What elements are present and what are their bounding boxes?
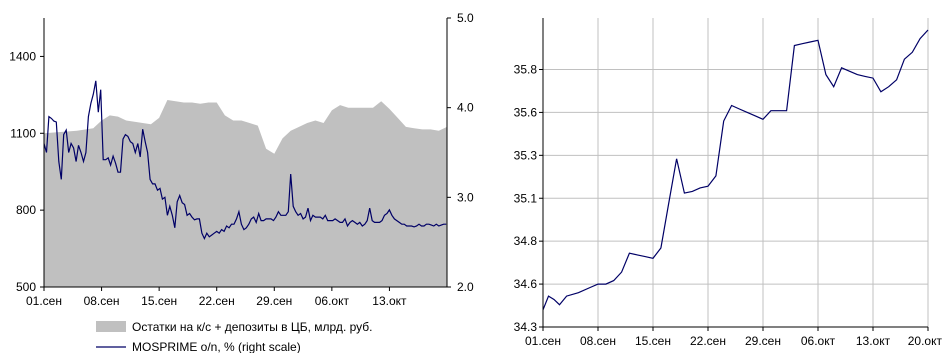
right-chart-y-tick-label: 35.8 [514,63,538,77]
x-tick-label: 29.сен [256,294,292,308]
right-y-tick-label: 5.0 [457,11,474,25]
x-tick-label: 15.сен [141,294,177,308]
right-chart-x-tick-label: 01.сен [525,334,561,348]
right-y-tick-label: 3.0 [457,190,474,204]
left-y-tick-label: 1400 [9,49,36,63]
left-y-tick-label: 800 [16,203,36,217]
right-chart: 34.3 34.6 34.8 35.1 35.3 35.6 35.8 01.сен 08.сен… [514,18,943,349]
mosprime-line-series [43,80,447,241]
left-y-tick-label: 500 [16,280,36,294]
right-y-tick-label: 2.0 [457,280,474,294]
right-chart-x-tick-label: 06.окт [801,334,836,348]
legend-line-label: MOSPRIME o/n, % (right scale) [132,340,301,353]
right-chart-y-tick-label: 35.6 [514,105,538,119]
right-chart-y-tick-label: 34.8 [514,234,538,248]
right-chart-y-tick-label: 35.1 [514,191,538,205]
reserves-area-series [44,100,447,287]
right-chart-x-tick-label: 29.сен [745,334,781,348]
right-chart-y-tick-label: 35.3 [514,148,538,162]
right-line-series [542,29,929,311]
left-chart-axes [40,17,451,291]
legend: Остатки на к/с + депозиты в ЦБ, млрд. ру… [96,320,373,353]
right-chart-x-tick-label: 22.сен [690,334,726,348]
right-chart-tick-labels: 34.3 34.6 34.8 35.1 35.3 35.6 35.8 01.сен 08.сен… [514,63,943,349]
mosprime-line [43,80,447,241]
right-chart-y-tick-label: 34.3 [514,320,538,334]
x-tick-label: 01.сен [26,294,62,308]
right-chart-y-tick-label: 34.6 [514,277,538,291]
reserves-area [44,100,447,287]
legend-area-label: Остатки на к/с + депозиты в ЦБ, млрд. ру… [132,320,373,334]
right-y-tick-label: 4.0 [457,101,474,115]
left-chart: 500 800 1100 1400 2.0 3.0 4.0 5.0 01.сен 08.сен 15… [9,11,474,353]
right-chart-grid [542,18,929,328]
legend-area-swatch [96,321,126,332]
right-chart-x-tick-label: 13.окт [856,334,891,348]
x-tick-label: 08.сен [84,294,120,308]
right-series-line [542,29,929,311]
right-chart-axes [539,18,929,331]
left-y-tick-label: 1100 [10,126,36,140]
right-chart-x-tick-label: 20.окт [908,334,943,348]
x-tick-label: 22.сен [199,294,235,308]
right-chart-x-tick-label: 15.сен [635,334,671,348]
x-tick-label: 06.окт [315,294,350,308]
left-chart-tick-labels: 500 800 1100 1400 2.0 3.0 4.0 5.0 01.сен 08.сен 15… [9,11,474,308]
right-chart-x-tick-label: 08.сен [580,334,616,348]
x-tick-label: 13.окт [372,294,407,308]
